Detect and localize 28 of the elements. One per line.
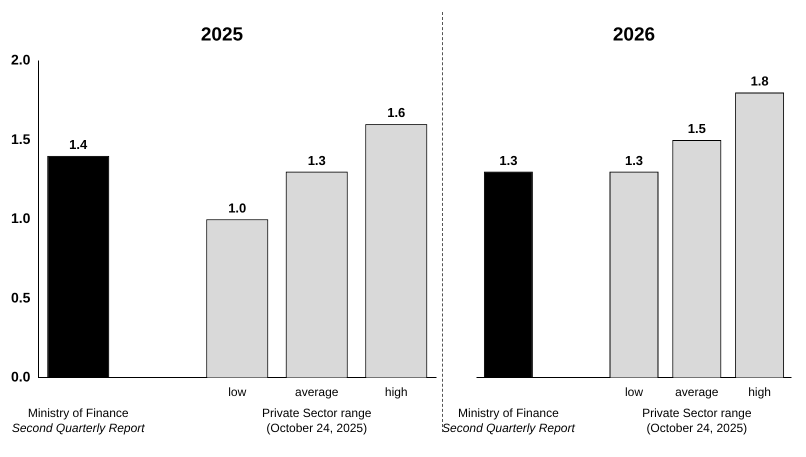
x-tick-label: average xyxy=(295,385,339,400)
data-label: 1.5 xyxy=(688,121,706,136)
x-tick-label: low xyxy=(624,385,644,400)
x-tick-label: high xyxy=(748,385,771,400)
text: (October 24, 2025) xyxy=(646,420,748,435)
x-tick-label: high xyxy=(384,385,408,400)
x-tick-label: average xyxy=(675,385,719,400)
y-tick-label: 0.0 xyxy=(10,368,31,384)
data-label: 1.3 xyxy=(499,152,518,168)
chart-title: 2026 xyxy=(612,24,656,46)
y-tick-label: 1.0 xyxy=(10,210,31,226)
data-label: 1.3 xyxy=(624,152,644,168)
text: Private Sector range xyxy=(642,406,752,420)
text: (October 24, 2025) xyxy=(266,420,368,435)
chart-title: 2025 xyxy=(200,24,244,46)
y-tick-label: 2.0 xyxy=(10,52,31,68)
data-label: 1.0 xyxy=(228,200,246,216)
data-label: 1.6 xyxy=(387,105,406,120)
data-label: 1.3 xyxy=(308,152,326,168)
y-tick-label: 0.5 xyxy=(10,289,31,306)
y-tick-label: 1.5 xyxy=(10,130,31,147)
data-label: 1.8 xyxy=(750,74,769,89)
x-tick-label: low xyxy=(228,385,247,400)
data-label: 1.4 xyxy=(69,136,88,152)
text: Ministry of Finance xyxy=(28,406,129,420)
text: Private Sector range xyxy=(262,406,372,420)
text: Second Quarterly Report xyxy=(12,420,146,435)
text: Ministry of Finance xyxy=(458,406,560,420)
